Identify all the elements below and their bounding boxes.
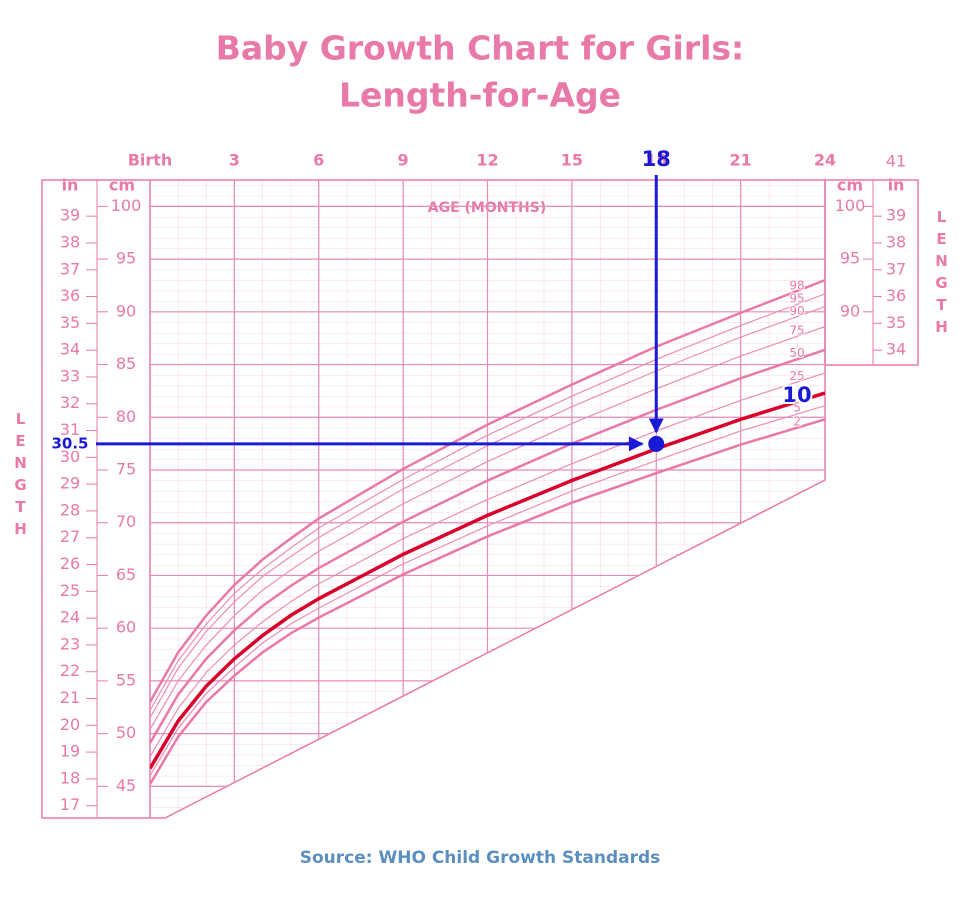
y2-tick-label: 27	[60, 527, 80, 546]
x-tick-label: 9	[398, 151, 409, 170]
highlight-point	[648, 435, 665, 452]
y2-tick-label: 34	[886, 340, 906, 359]
y-tick-label: 45	[116, 776, 136, 795]
y2-tick-label: 25	[60, 581, 80, 600]
in-unit: in	[888, 176, 905, 195]
y2-tick-label: 37	[886, 259, 906, 278]
y2-tick-label: 34	[60, 340, 80, 359]
title-line: Length-for-Age	[339, 76, 621, 115]
y2-tick-label: 32	[60, 393, 80, 412]
corner-label: 41	[886, 152, 906, 171]
y-tick-label: 75	[116, 460, 136, 479]
y2-tick-label: 20	[60, 715, 80, 734]
y2-tick-label: 22	[60, 661, 80, 680]
x-tick-label: 24	[814, 151, 836, 170]
y-tick-label: 50	[116, 723, 136, 742]
y2-tick-label: 31	[60, 420, 80, 439]
y2-tick-label: 39	[886, 206, 906, 225]
y2-tick-label: 26	[60, 554, 80, 573]
y-tick-label: 70	[116, 512, 136, 531]
y2-tick-label: 30	[60, 447, 80, 466]
series-label: 98	[789, 278, 804, 292]
y-axis-label: LENGTH	[933, 208, 951, 340]
x-tick-label: Birth	[128, 151, 173, 170]
y2-tick-label: 24	[60, 608, 80, 627]
y-tick-label: 95	[116, 249, 136, 268]
percentile-line	[150, 405, 825, 777]
y2-tick-label: 33	[60, 366, 80, 385]
series-label: 5	[793, 401, 801, 415]
y2-tick-label: 23	[60, 634, 80, 653]
y-tick-label: 90	[116, 301, 136, 320]
series-label: 50	[789, 346, 804, 360]
y-tick-label: 90	[840, 301, 860, 320]
x-tick-label: 15	[561, 151, 583, 170]
series-label: 2	[793, 414, 801, 428]
y2-tick-label: 36	[60, 286, 80, 305]
source: Source: WHO Child Growth Standards	[300, 848, 661, 868]
x-tick-label: 12	[476, 151, 498, 170]
y-tick-label: 85	[116, 354, 136, 373]
series-label: 95	[789, 292, 804, 306]
y2-tick-label: 37	[60, 259, 80, 278]
y2-tick-label: 29	[60, 474, 80, 493]
cm-unit: cm	[837, 176, 863, 195]
y2-tick-label: 38	[886, 232, 906, 251]
y-tick-label: 65	[116, 565, 136, 584]
y-tick-label: 55	[116, 670, 136, 689]
highlight-x-label: 18	[642, 147, 671, 171]
y2-tick-label: 39	[60, 206, 80, 225]
y2-tick-label: 18	[60, 768, 80, 787]
title-line: Baby Growth Chart for Girls:	[216, 29, 744, 68]
x-tick-label: 3	[229, 151, 240, 170]
y-tick-label: 95	[840, 249, 860, 268]
y-tick-label: 80	[116, 407, 136, 426]
y2-tick-label: 28	[60, 500, 80, 519]
percentile-line	[150, 418, 825, 785]
y2-tick-label: 35	[886, 313, 906, 332]
in-unit: in	[62, 176, 79, 195]
y2-tick-label: 21	[60, 688, 80, 707]
y2-tick-label: 17	[60, 795, 80, 814]
y-tick-label: 60	[116, 618, 136, 637]
y2-tick-label: 38	[60, 232, 80, 251]
y-tick-label: 100	[111, 196, 142, 215]
cm-unit: cm	[109, 176, 135, 195]
y2-tick-label: 36	[886, 286, 906, 305]
series-label: 90	[789, 304, 804, 318]
series-label: 25	[789, 369, 804, 383]
x-tick-label: 6	[313, 151, 324, 170]
y-tick-label: 100	[835, 196, 866, 215]
x-tick-label: 18	[645, 151, 667, 170]
x-tick-label: 21	[729, 151, 751, 170]
y2-tick-label: 19	[60, 742, 80, 761]
series-label: 75	[789, 323, 804, 337]
series-label: 10	[782, 383, 811, 407]
y-axis-label: LENGTH	[12, 410, 30, 542]
y2-tick-label: 35	[60, 313, 80, 332]
highlight-y-label: 30.5	[51, 434, 88, 452]
